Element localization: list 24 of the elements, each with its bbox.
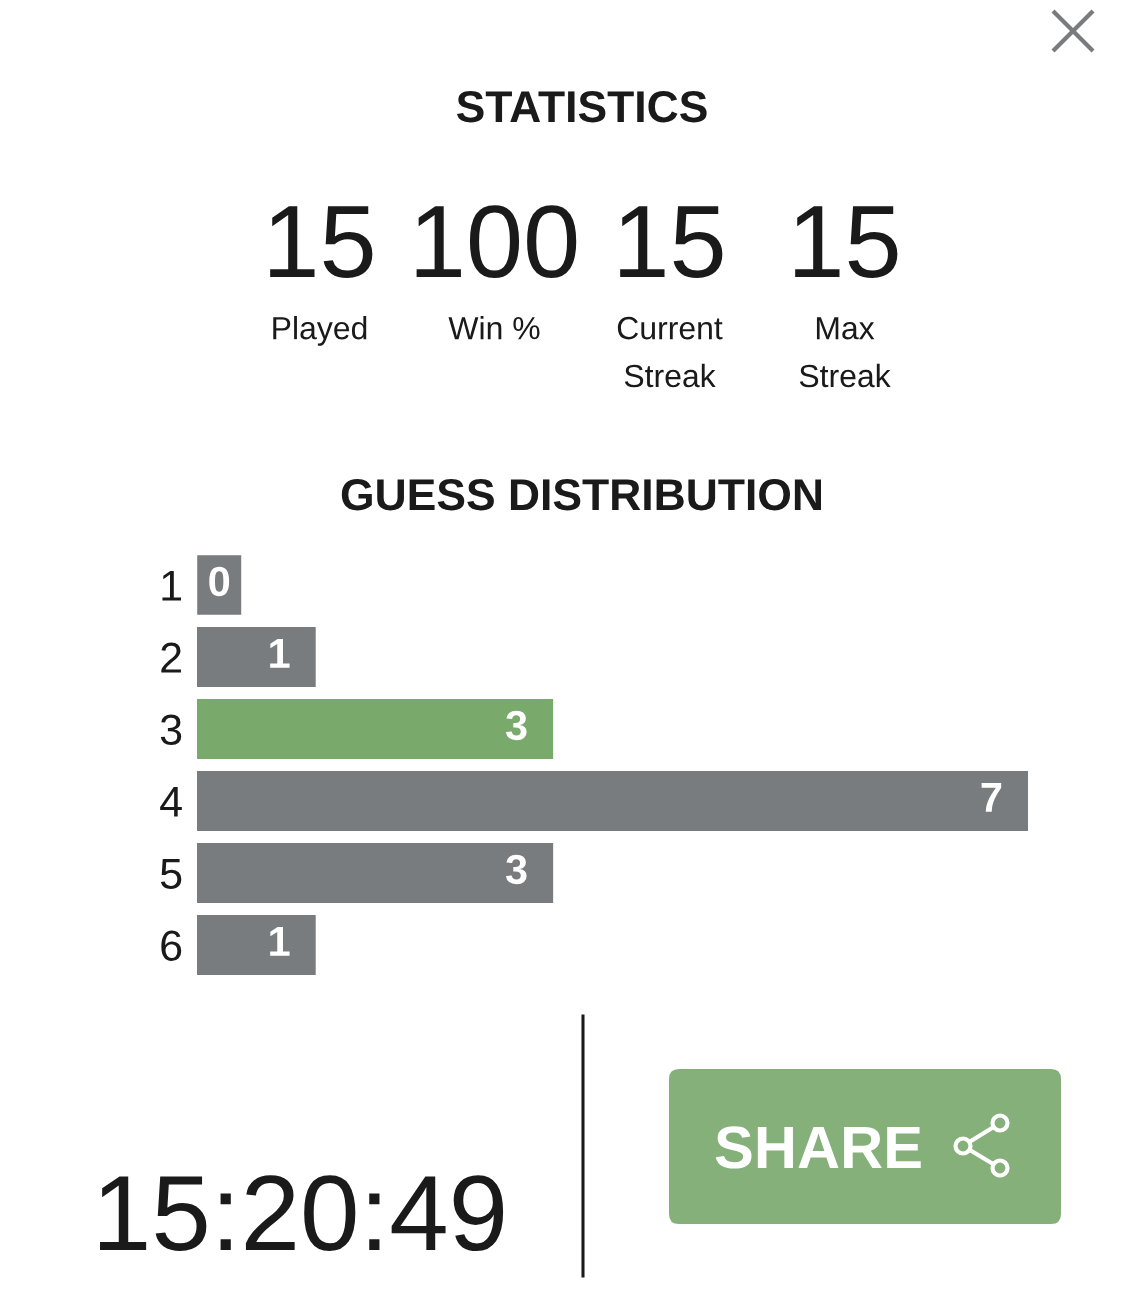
text: 100 (416, 205, 577, 279)
data-label: 7 (981, 783, 1002, 812)
y-tick-label: 3 (160, 714, 182, 746)
y-tick-label: 4 (160, 786, 182, 817)
data-label: 3 (505, 854, 527, 885)
text: 15 (270, 206, 373, 279)
text: 15 (795, 206, 898, 279)
y-tick-label: 2 (161, 642, 181, 673)
text: Current Streak (617, 316, 723, 388)
data-label: 3 (505, 710, 527, 741)
y-tick-label: 1 (162, 570, 182, 601)
text: SHARE (715, 1126, 921, 1169)
y-tick-label: 5 (160, 858, 182, 890)
chart-title: GUESS DISTRIBUTION (341, 478, 821, 511)
y-tick-label: 6 (161, 930, 182, 962)
data-label: 0 (209, 566, 230, 597)
text: STATISTICS (456, 90, 707, 123)
text: Max Streak (799, 317, 891, 388)
text: Played (273, 316, 367, 346)
data-label: 1 (270, 927, 290, 956)
text: 15:20:49 (100, 1175, 504, 1252)
data-label: 1 (270, 639, 290, 668)
text: 15 (620, 206, 723, 279)
text: Win % (448, 316, 540, 340)
